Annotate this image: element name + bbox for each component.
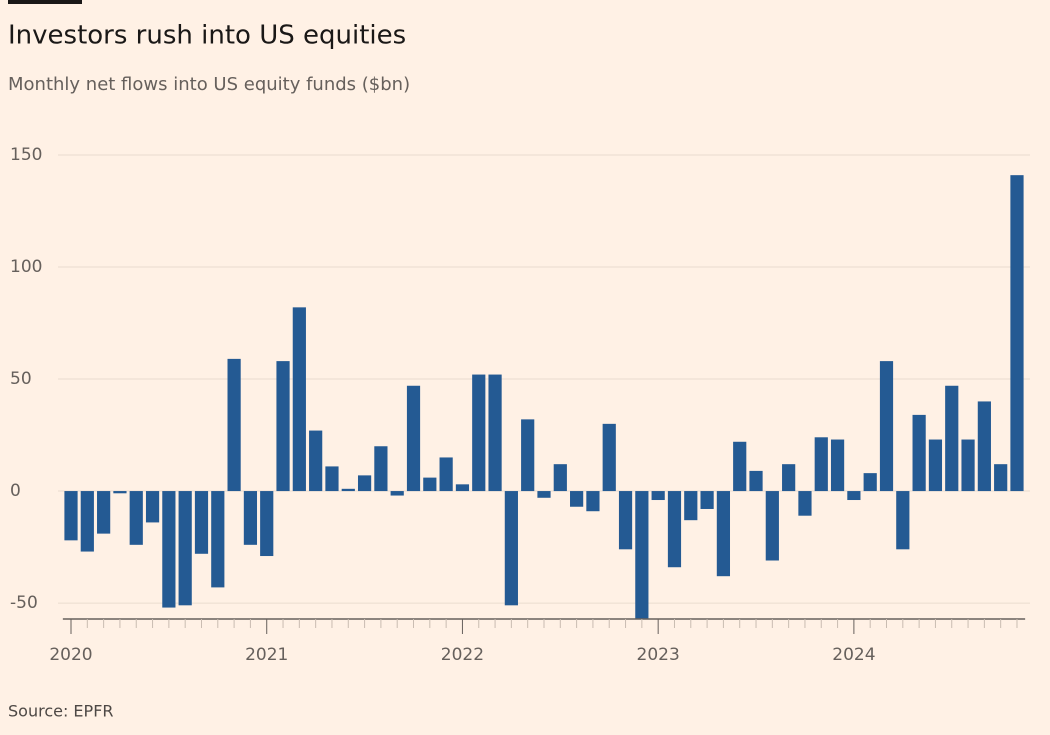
bar: [553, 464, 567, 492]
bar: [667, 491, 682, 568]
y-tick-label: 50: [10, 369, 32, 389]
bar: [635, 491, 649, 619]
bar: [504, 491, 518, 606]
bar: [455, 484, 470, 492]
bar: [765, 491, 779, 561]
bar: [113, 491, 127, 494]
bar: [194, 491, 209, 554]
x-tick-label: 2024: [832, 645, 875, 665]
bar: [64, 491, 78, 541]
bar: [97, 491, 111, 534]
bar: [700, 491, 714, 509]
bar: [292, 307, 306, 492]
bar: [896, 491, 910, 550]
bar: [782, 464, 796, 492]
bar: [570, 491, 584, 507]
bar: [145, 491, 160, 523]
bar: [357, 475, 372, 492]
bar: [439, 457, 453, 492]
bar: [651, 491, 665, 501]
bar: [602, 423, 616, 492]
bar: [961, 439, 975, 492]
bar: [847, 491, 861, 501]
bar: [80, 491, 94, 552]
bar: [341, 488, 355, 492]
bar: [243, 491, 258, 545]
bar: [162, 491, 176, 608]
brand-bar: [8, 0, 82, 4]
bar: [1010, 175, 1024, 492]
x-tick-label: 2022: [441, 645, 484, 665]
bar: [879, 361, 894, 492]
bar: [977, 401, 991, 492]
bar: [830, 439, 845, 492]
bar: [798, 491, 812, 516]
y-tick-label: 0: [10, 481, 21, 501]
bar: [928, 439, 943, 492]
x-tick-label: 2023: [637, 645, 680, 665]
y-tick-label: -50: [10, 593, 38, 613]
bar: [276, 361, 290, 492]
bar: [325, 466, 339, 492]
bar: [716, 491, 731, 577]
bar: [227, 358, 241, 492]
bar: [537, 491, 551, 498]
bar: [406, 385, 421, 492]
bar: [129, 491, 143, 545]
bar: [260, 491, 274, 557]
bar: [521, 419, 535, 492]
bar: [912, 414, 926, 492]
source: Source: EPFR: [8, 702, 114, 721]
x-tick-label: 2020: [49, 645, 92, 665]
x-tick-label: 2021: [245, 645, 288, 665]
bar: [863, 473, 877, 492]
chart-subtitle: Monthly net flows into US equity funds (…: [8, 74, 410, 95]
bar: [178, 491, 192, 606]
bar: [945, 385, 959, 492]
bar: [814, 437, 828, 492]
bar: [733, 441, 747, 492]
bar: [472, 374, 486, 492]
bar: [423, 477, 437, 492]
chart-title: Investors rush into US equities: [8, 21, 406, 51]
bar: [994, 464, 1008, 492]
y-tick-label: 150: [10, 145, 42, 165]
bar: [618, 491, 633, 550]
bar: [488, 374, 502, 492]
bar: [684, 491, 698, 521]
bar: [309, 430, 323, 492]
bar: [390, 491, 404, 496]
bar: [211, 491, 225, 588]
bar: [586, 491, 600, 512]
y-tick-label: 100: [10, 257, 42, 277]
bar: [749, 470, 763, 492]
bar: [374, 446, 388, 492]
